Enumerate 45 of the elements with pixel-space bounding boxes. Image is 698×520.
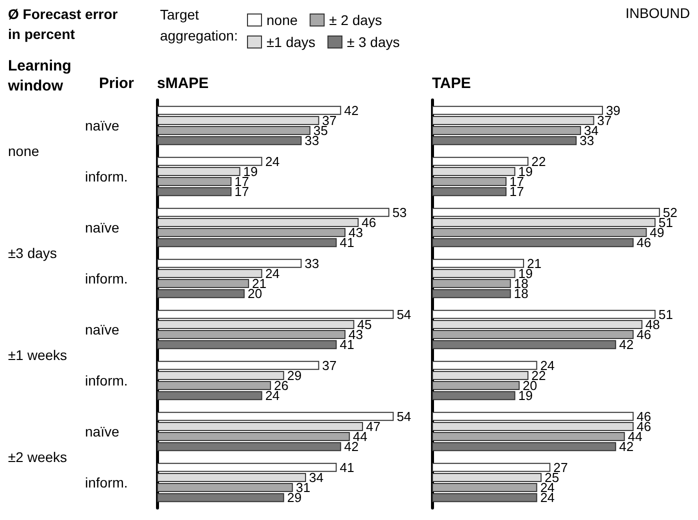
data-label: 34 [309,470,324,485]
data-label: 37 [322,358,337,373]
text: INBOUND [625,5,690,21]
data-label: 51 [658,306,674,322]
data-label: 33 [304,256,320,271]
y-tick-label: inform. [85,270,128,286]
data-label: 41 [340,235,354,250]
y-axis-title: Prior [99,75,134,92]
category-label: ±1 weeks [8,347,68,363]
data-label: 46 [636,235,652,250]
chart-title: TAPE [432,75,471,92]
data-label: 42 [344,102,359,118]
data-label: 54 [396,408,412,424]
y-tick-label: inform. [85,474,128,490]
data-label: 29 [287,368,302,383]
y-tick-label: inform. [85,168,128,184]
category-label: none [8,143,40,159]
data-label: 53 [392,204,407,220]
legend-title: Target aggregation: [160,6,238,44]
chart-subtitle: sMAPE [157,75,209,92]
y-tick-label: naïve [85,220,120,236]
data-label: 46 [362,214,376,230]
chart-title: Ø Forecast error in percent [8,6,118,42]
y-tick-label: naïve [85,322,120,338]
legend-label: ± 2 days [329,12,382,28]
data-label: 22 [531,154,546,169]
y-tick-label: naïve [85,424,120,440]
category-label: ±3 days [8,245,57,261]
data-label: 41 [340,337,354,352]
data-label: 24 [265,266,280,281]
category-label: ±2 weeks [8,449,68,465]
legend-label: ±1 days [266,34,316,50]
data-label: 47 [366,418,380,434]
text: Learning window [7,58,72,94]
data-label: 42 [619,337,634,352]
legend-label: ± 3 days [346,34,400,50]
y-tick-label: naïve [85,118,120,134]
data-label: 41 [340,460,354,475]
data-label: 42 [619,439,634,454]
data-label: 46 [636,327,652,342]
data-label: 24 [265,154,280,169]
data-label: 54 [396,306,412,322]
legend-label: none [266,12,298,28]
data-label: 42 [344,439,359,454]
y-tick-label: inform. [85,372,128,388]
